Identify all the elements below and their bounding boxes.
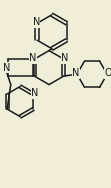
Text: N: N	[33, 17, 40, 27]
Text: N: N	[29, 53, 37, 63]
Text: O: O	[104, 68, 111, 78]
Text: N: N	[61, 53, 69, 63]
Text: N: N	[3, 63, 11, 73]
Text: N: N	[31, 88, 38, 98]
Text: N: N	[72, 68, 80, 78]
